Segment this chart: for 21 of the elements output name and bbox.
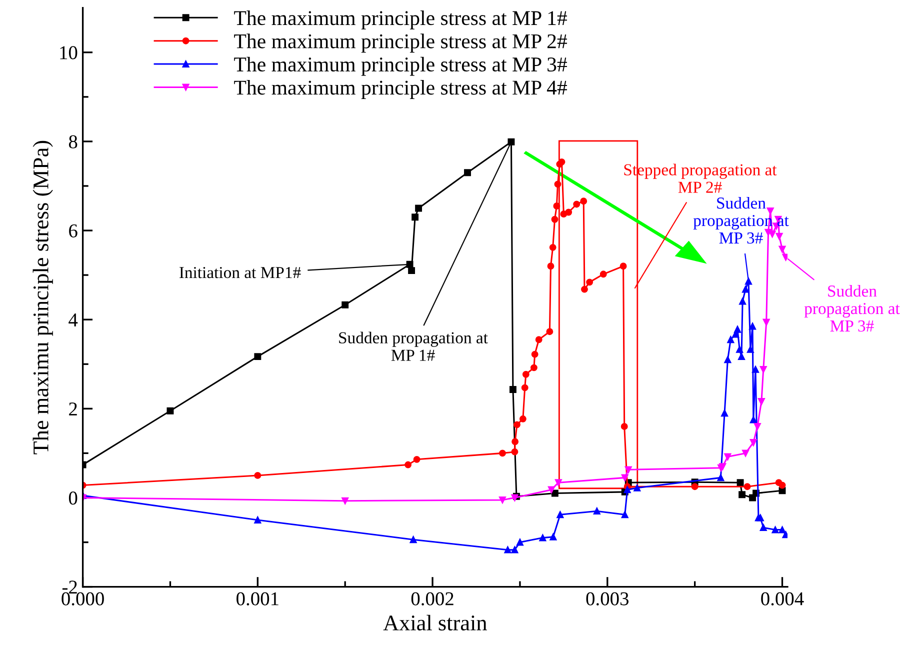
y-tick-label: -2 — [62, 580, 77, 594]
y-tick-label: 10 — [60, 46, 78, 60]
legend-label: The maximum principle stress at MP 3# — [234, 56, 568, 76]
x-tick-label: 0.001 — [236, 592, 278, 606]
x-tick-label: 0.000 — [62, 592, 104, 606]
y-tick-label: 2 — [69, 402, 77, 416]
y-tick-label: 4 — [68, 314, 78, 326]
y-tick-label: 0 — [68, 492, 78, 505]
annotation: Sudden propagation at MP 1# — [339, 332, 488, 361]
annotation: Sudden propagation at MP 3# — [804, 284, 900, 332]
x-tick-label: 0.004 — [761, 592, 804, 606]
y-tick-label: 6 — [69, 224, 78, 238]
x-axis-title: Axial strain — [383, 614, 487, 630]
x-tick-label: 0.002 — [411, 592, 454, 606]
legend-label: The maximum principle stress at MP 1# — [234, 10, 568, 30]
annotation: Initiation at MP1# — [179, 266, 301, 278]
legend-label: The maximum principle stress at MP 4# — [234, 80, 568, 99]
y-axis-title: The maximu principle stress (MPa) — [32, 140, 53, 454]
legend-label: The maximum principle stress at MP 2# — [234, 34, 568, 53]
y-tick-label: 8 — [68, 135, 78, 148]
x-tick-label: 0.003 — [586, 592, 629, 606]
